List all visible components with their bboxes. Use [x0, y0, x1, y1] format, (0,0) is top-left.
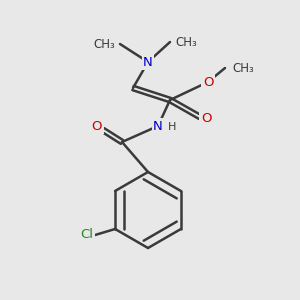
- Text: N: N: [143, 56, 153, 68]
- Text: CH₃: CH₃: [93, 38, 115, 50]
- Text: CH₃: CH₃: [175, 35, 197, 49]
- Text: H: H: [168, 122, 176, 132]
- Text: N: N: [153, 119, 163, 133]
- Text: O: O: [203, 76, 213, 88]
- Text: Cl: Cl: [81, 229, 94, 242]
- Text: O: O: [92, 119, 102, 133]
- Text: O: O: [201, 112, 211, 125]
- Text: CH₃: CH₃: [232, 61, 254, 74]
